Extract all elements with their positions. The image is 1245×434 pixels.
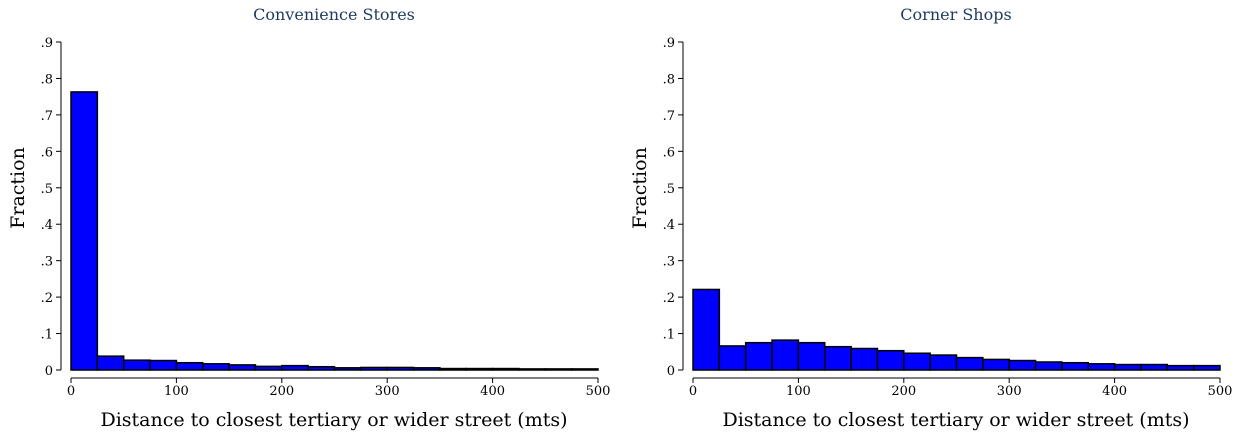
x-tick-label: 100 <box>164 384 189 399</box>
histogram-bar <box>1008 359 1037 371</box>
x-axis-label: Distance to closest tertiary or wider st… <box>100 409 567 431</box>
histogram-bar <box>412 367 441 371</box>
y-tick-label: .3 <box>663 255 675 270</box>
histogram-bar <box>333 367 362 371</box>
chart-panel-convenience-stores: Convenience Stores Fraction Distance to … <box>0 0 622 434</box>
axes: 0 .1 .2 .3 .4 .5 .6 .7 .8 .9 0 100 200 300 400 500 <box>41 36 611 399</box>
y-tick-label: .9 <box>41 36 53 51</box>
y-tick-label: .9 <box>663 36 675 51</box>
histogram-bar <box>544 368 573 371</box>
x-axis-label: Distance to closest tertiary or wider st… <box>722 409 1189 431</box>
histogram-bar <box>491 367 520 371</box>
chart-panel-corner-shops: Corner Shops Fraction Distance to closes… <box>622 0 1245 434</box>
histogram-bar <box>982 358 1010 371</box>
y-tick-label: .8 <box>663 72 675 87</box>
y-tick-label: .8 <box>41 72 53 87</box>
x-tick-label: 200 <box>269 384 294 399</box>
histogram-bar <box>1192 364 1221 371</box>
histogram-bar <box>744 341 773 371</box>
y-tick-label: .6 <box>663 145 675 160</box>
histogram-bar <box>465 367 494 371</box>
histogram-bar <box>70 91 99 371</box>
histogram-bar <box>254 365 283 371</box>
histogram-bar <box>570 368 599 371</box>
histogram-bar <box>386 366 415 371</box>
y-tick-label: .6 <box>41 145 53 160</box>
histogram-bar <box>307 365 336 371</box>
chart-title: Convenience Stores <box>253 5 415 24</box>
y-tick-label: .2 <box>663 291 675 306</box>
x-tick-label: 500 <box>586 384 611 399</box>
histogram-bar <box>1166 364 1195 371</box>
histogram-bar <box>955 356 984 371</box>
y-tick-label: .1 <box>41 328 53 343</box>
histogram-bar <box>149 359 178 371</box>
y-tick-label: .7 <box>663 109 675 124</box>
y-tick-label: .5 <box>663 182 675 197</box>
histogram-bar <box>518 368 547 371</box>
y-tick-label: 0 <box>45 364 53 379</box>
x-tick-label: 200 <box>891 384 916 399</box>
y-tick-label: .4 <box>41 218 53 233</box>
x-tick-label: 0 <box>67 384 75 399</box>
histogram-bar <box>718 345 747 371</box>
histogram-bar <box>96 355 125 371</box>
histogram-bar <box>175 361 204 371</box>
x-tick-label: 100 <box>786 384 811 399</box>
x-tick-label: 300 <box>375 384 400 399</box>
x-tick-label: 500 <box>1208 384 1233 399</box>
y-tick-label: .4 <box>663 218 675 233</box>
y-tick-label: .7 <box>41 109 53 124</box>
histogram-bar <box>202 363 230 371</box>
histogram-bar <box>797 341 826 371</box>
y-tick-label: .5 <box>41 182 53 197</box>
y-tick-label: .1 <box>663 328 675 343</box>
histogram-bar <box>360 366 388 371</box>
chart-title: Corner Shops <box>900 5 1011 24</box>
histogram-bar <box>903 352 931 371</box>
histogram-bar <box>929 354 958 371</box>
histogram-bar <box>1034 361 1063 371</box>
histogram-bar <box>692 288 721 371</box>
histogram-bar <box>876 349 905 371</box>
x-tick-label: 300 <box>997 384 1022 399</box>
y-axis-label: Fraction <box>7 147 29 229</box>
histogram-bar <box>1087 363 1116 371</box>
histogram-bar <box>1061 361 1089 371</box>
y-axis-label: Fraction <box>629 147 651 229</box>
histogram-bar <box>439 367 467 371</box>
x-tick-label: 0 <box>689 384 697 399</box>
bars <box>70 91 599 371</box>
histogram-bar <box>122 359 151 371</box>
histogram-bar <box>771 339 800 371</box>
histogram-bar <box>281 364 309 371</box>
y-tick-label: 0 <box>667 364 675 379</box>
y-tick-label: .3 <box>41 255 53 270</box>
histogram-bar <box>824 345 852 371</box>
y-tick-label: .2 <box>41 291 53 306</box>
histogram-bar <box>1140 363 1169 371</box>
x-tick-label: 400 <box>1102 384 1127 399</box>
bars <box>692 288 1221 371</box>
histogram-bar <box>850 347 879 371</box>
histogram-convenience-stores: Convenience Stores Fraction Distance to … <box>7 5 611 431</box>
x-tick-label: 400 <box>480 384 505 399</box>
axes: 0 .1 .2 .3 .4 .5 .6 .7 .8 .9 0 100 200 300 400 500 <box>663 36 1233 399</box>
histogram-bar <box>1113 363 1142 371</box>
histogram-bar <box>228 364 257 371</box>
histogram-corner-shops: Corner Shops Fraction Distance to closes… <box>629 5 1233 431</box>
